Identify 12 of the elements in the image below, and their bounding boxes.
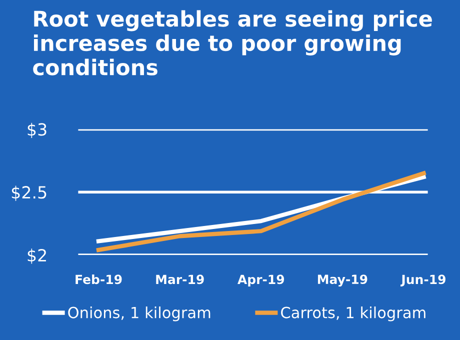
y-tick-label: $2 bbox=[28, 248, 46, 264]
x-tick-label: Feb-19 bbox=[76, 274, 122, 284]
x-tick-label: Mar-19 bbox=[156, 274, 204, 284]
x-tick-label: May-19 bbox=[318, 274, 368, 287]
line-series bbox=[96, 171, 426, 252]
chart-title: Root vegetables are seeing price increases due to poor growing conditions bbox=[33, 10, 432, 76]
y-tick-label: $3 bbox=[28, 122, 46, 138]
y-tick-label: $2.5 bbox=[12, 186, 46, 201]
x-tick-label: Jun-19 bbox=[400, 274, 446, 286]
x-tick-label: Apr-19 bbox=[238, 274, 284, 287]
legend-label: Carrots, 1 kilogram bbox=[281, 306, 426, 322]
legend-label: Onions, 1 kilogram bbox=[68, 306, 210, 322]
